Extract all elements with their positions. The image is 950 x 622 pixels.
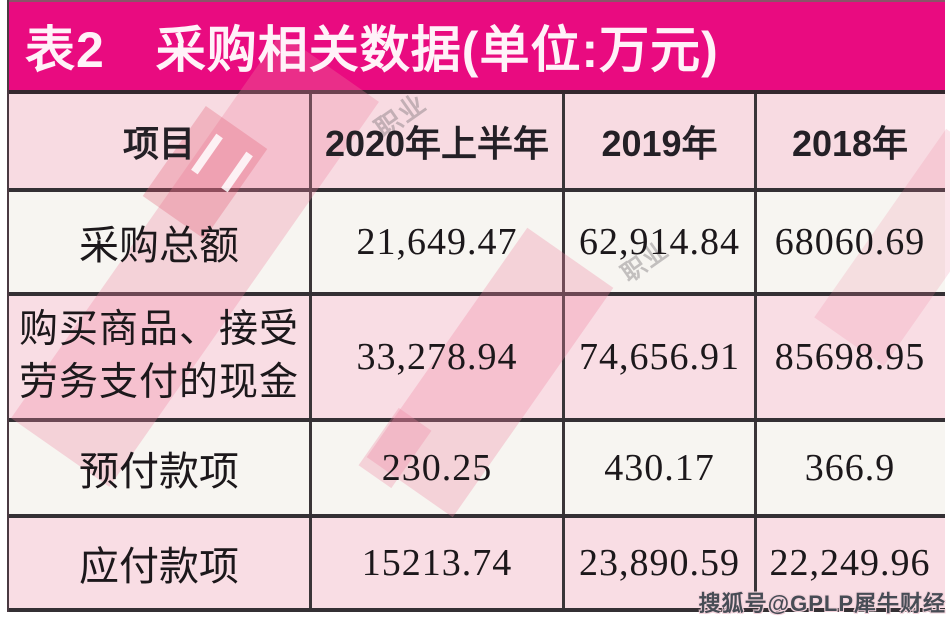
data-table: 表2 采购相关数据(单位:万元) 项目 2020年上半年 2019年 2018年… bbox=[7, 0, 945, 612]
header-2020h1-label: 2020年上半年 bbox=[324, 123, 550, 164]
header-cell-item: 项目 bbox=[9, 94, 309, 188]
value-cell-2019: 62,914.84 bbox=[562, 192, 754, 292]
row-label-cell: 采购总额 bbox=[9, 192, 309, 292]
table-row-cash-paid: 购买商品、接受 劳务支付的现金 33,278.94 74,656.91 8569… bbox=[9, 296, 945, 422]
value-2018: 22,249.96 bbox=[769, 542, 931, 584]
header-item-label: 项目 bbox=[122, 123, 195, 164]
table-row-prepayments: 预付款项 230.25 430.17 366.9 bbox=[9, 422, 945, 518]
table-row-payables: 应付款项 15213.74 23,890.59 22,249.96 bbox=[9, 518, 945, 612]
value-2018: 85698.95 bbox=[774, 336, 926, 378]
table-row-total-procurement: 采购总额 21,649.47 62,914.84 68060.69 bbox=[9, 192, 945, 296]
value-2020h1: 230.25 bbox=[381, 447, 493, 489]
value-cell-2018: 366.9 bbox=[754, 422, 943, 514]
row-label: 购买商品、接受 劳务支付的现金 bbox=[19, 304, 299, 409]
value-2019: 23,890.59 bbox=[579, 542, 740, 584]
row-label-cell: 购买商品、接受 劳务支付的现金 bbox=[9, 296, 309, 418]
value-cell-2020h1: 21,649.47 bbox=[309, 192, 562, 292]
value-2019: 430.17 bbox=[604, 447, 715, 489]
value-2020h1: 33,278.94 bbox=[356, 336, 518, 378]
value-cell-2020h1: 230.25 bbox=[309, 422, 562, 514]
header-cell-2018: 2018年 bbox=[754, 94, 943, 188]
value-2018: 68060.69 bbox=[774, 221, 926, 263]
row-label-line-2: 劳务支付的现金 bbox=[18, 361, 299, 404]
value-2018: 366.9 bbox=[804, 447, 896, 489]
row-label-cell: 预付款项 bbox=[9, 422, 309, 514]
sohu-watermark-badge: 搜狐号@GPLP犀牛财经 bbox=[698, 591, 946, 616]
table-title: 表2 采购相关数据(单位:万元) bbox=[25, 22, 719, 78]
value-cell-2019: 74,656.91 bbox=[562, 296, 754, 418]
header-cell-2019: 2019年 bbox=[562, 94, 754, 188]
value-2020h1: 21,649.47 bbox=[356, 221, 518, 263]
value-cell-2019: 23,890.59 bbox=[562, 518, 754, 608]
value-cell-2018: 85698.95 bbox=[754, 296, 943, 418]
row-label: 应付款项 bbox=[79, 544, 239, 589]
value-cell-2018: 68060.69 bbox=[754, 192, 943, 292]
header-2019-label: 2019年 bbox=[601, 123, 718, 164]
row-label: 采购总额 bbox=[79, 223, 239, 268]
table-header-row: 项目 2020年上半年 2019年 2018年 bbox=[9, 94, 945, 192]
value-cell-2020h1: 15213.74 bbox=[309, 518, 562, 608]
row-label-cell: 应付款项 bbox=[9, 518, 309, 608]
value-2020h1: 15213.74 bbox=[361, 542, 513, 584]
table-title-bar: 表2 采购相关数据(单位:万元) bbox=[9, 0, 945, 94]
value-cell-2020h1: 33,278.94 bbox=[309, 296, 562, 418]
value-2019: 74,656.91 bbox=[579, 336, 740, 378]
header-cell-2020h1: 2020年上半年 bbox=[309, 94, 562, 188]
row-label-line-1: 购买商品、接受 bbox=[18, 308, 299, 352]
value-cell-2019: 430.17 bbox=[562, 422, 754, 514]
header-2018-label: 2018年 bbox=[791, 123, 909, 164]
row-label: 预付款项 bbox=[79, 449, 239, 494]
value-2019: 62,914.84 bbox=[579, 221, 740, 263]
value-cell-2018: 22,249.96 bbox=[754, 518, 943, 608]
